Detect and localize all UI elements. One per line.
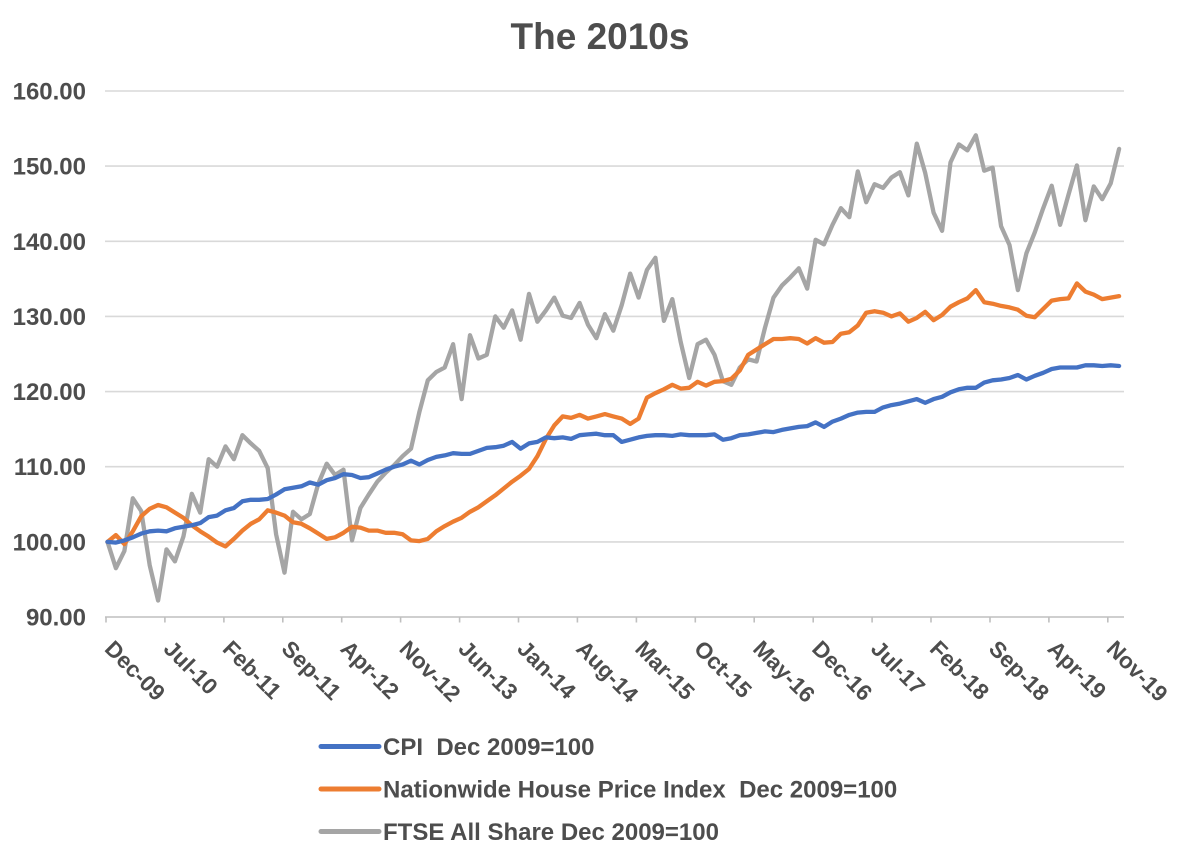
svg-text:110.00: 110.00: [14, 454, 86, 481]
svg-text:The 2010s: The 2010s: [511, 16, 690, 57]
svg-text:Nationwide House Price Index: Nationwide House Price Index Dec 2009=10…: [383, 777, 897, 804]
svg-text:140.00: 140.00: [13, 229, 86, 256]
svg-text:130.00: 130.00: [13, 304, 86, 331]
svg-text:CPI Dec 2009=100: CPI Dec 2009=100: [383, 734, 595, 761]
svg-text:90.00: 90.00: [26, 605, 86, 632]
svg-text:FTSE All Share Dec 2009=100: FTSE All Share Dec 2009=100: [383, 819, 719, 846]
svg-text:150.00: 150.00: [13, 154, 86, 181]
svg-text:120.00: 120.00: [13, 379, 86, 406]
svg-text:100.00: 100.00: [13, 529, 86, 556]
svg-text:160.00: 160.00: [13, 79, 86, 106]
